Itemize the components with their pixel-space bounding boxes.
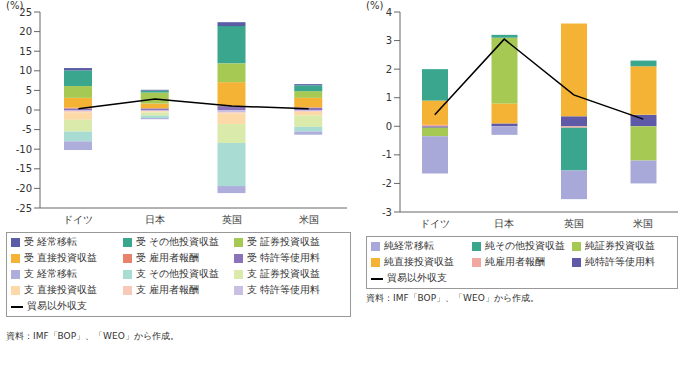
svg-text:25: 25	[19, 7, 32, 18]
svg-text:日本: 日本	[145, 214, 165, 225]
svg-text:英国: 英国	[564, 218, 584, 229]
svg-text:英国: 英国	[222, 214, 242, 225]
svg-text:-20: -20	[16, 183, 32, 194]
html-text:受 雇用者報酬: 受 雇用者報酬	[135, 252, 199, 263]
html-text:支 その他投資収益: 支 その他投資収益	[135, 268, 219, 279]
html-text:受 証券投資収益: 受 証券投資収益	[247, 236, 321, 247]
svg-text:日本: 日本	[494, 218, 514, 229]
svg-text:15: 15	[19, 46, 32, 57]
html-text:支 特許等使用料: 支 特許等使用料	[247, 284, 321, 295]
html-text:支 雇用者報酬: 支 雇用者報酬	[135, 284, 199, 295]
html-text:受 特許等使用料: 受 特許等使用料	[247, 252, 321, 263]
html-text:受 直接投資収益: 受 直接投資収益	[24, 252, 97, 263]
html-text:受 その他投資収益: 受 その他投資収益	[135, 236, 219, 247]
svg-text:-10: -10	[16, 144, 32, 155]
html-text:貿易以外収支: 貿易以外収支	[27, 300, 87, 311]
html-text:純直接投資収益: 純直接投資収益	[384, 256, 454, 267]
svg-text:3: 3	[386, 35, 392, 46]
svg-text:-3: -3	[382, 207, 392, 218]
html-text:支 経常移転: 支 経常移転	[24, 268, 77, 279]
svg-text:-15: -15	[16, 163, 32, 174]
html-text:資料：IMF「BOP」、「WEO」から作成。: 資料：IMF「BOP」、「WEO」から作成。	[6, 331, 179, 341]
html-text:純特許等使用料: 純特許等使用料	[585, 256, 656, 267]
svg-text:0: 0	[386, 121, 392, 132]
html-text:支 直接投資収益: 支 直接投資収益	[24, 284, 97, 295]
html-text:資料：IMF「BOP」、「WEO」から作成。: 資料：IMF「BOP」、「WEO」から作成。	[366, 293, 539, 303]
svg-text:-25: -25	[16, 203, 32, 214]
svg-text:4: 4	[386, 7, 392, 18]
svg-text:ドイツ: ドイツ	[63, 214, 93, 225]
svg-text:5: 5	[26, 85, 32, 96]
svg-text:米国: 米国	[299, 214, 319, 225]
svg-text:2: 2	[386, 64, 392, 75]
html-text:純証券投資収益: 純証券投資収益	[585, 240, 656, 251]
html-text:受 経常移転: 受 経常移転	[24, 236, 77, 247]
svg-text:0: 0	[26, 105, 32, 116]
svg-text:-2: -2	[382, 178, 392, 189]
html-text:純雇用者報酬: 純雇用者報酬	[484, 256, 545, 267]
svg-text:ドイツ: ドイツ	[420, 218, 450, 229]
html-text:純その他投資収益: 純その他投資収益	[484, 240, 565, 251]
svg-text:1: 1	[386, 92, 392, 103]
svg-text:-1: -1	[382, 149, 392, 160]
html-text:純経常移転: 純経常移転	[384, 240, 434, 251]
svg-text:-5: -5	[22, 124, 32, 135]
svg-text:20: 20	[19, 26, 32, 37]
svg-text:10: 10	[19, 65, 32, 76]
svg-text:米国: 米国	[633, 218, 653, 229]
html-text:支 証券投資収益: 支 証券投資収益	[247, 268, 321, 279]
html-text:貿易以外収支: 貿易以外収支	[387, 272, 447, 283]
